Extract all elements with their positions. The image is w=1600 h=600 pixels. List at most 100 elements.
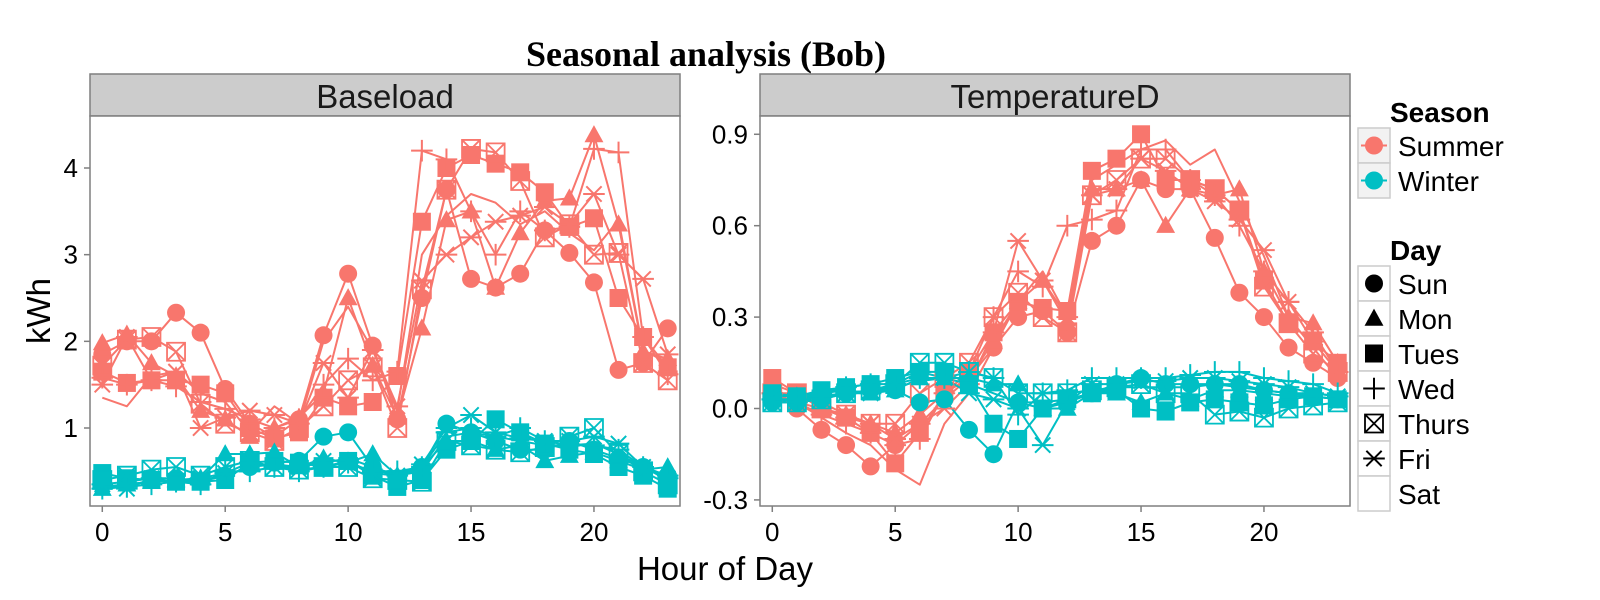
- data-point: [1105, 375, 1128, 393]
- data-point: [461, 435, 481, 456]
- data-point: [166, 341, 186, 362]
- data-point: [958, 384, 980, 402]
- data-point: [884, 430, 907, 448]
- data-point: [1156, 215, 1176, 233]
- x-tick-label: 15: [1127, 517, 1156, 547]
- y-tick-label: 0.3: [712, 302, 748, 332]
- data-point: [239, 422, 260, 443]
- data-point: [1056, 394, 1079, 411]
- data-point: [1081, 186, 1103, 204]
- data-point: [484, 425, 507, 448]
- data-point: [584, 125, 604, 143]
- data-point: [216, 384, 235, 403]
- data-point: [811, 389, 832, 410]
- data-point: [460, 406, 482, 424]
- strip-temperatured-background: [759, 73, 1351, 117]
- data-point: [1205, 228, 1224, 247]
- data-point: [214, 398, 237, 420]
- data-point: [1107, 216, 1126, 235]
- y-tick-label: 3: [64, 240, 78, 270]
- legend-key-sun: [1365, 274, 1383, 293]
- legend-key-summer: [1365, 136, 1383, 155]
- data-point: [486, 439, 506, 457]
- data-point: [116, 328, 138, 346]
- data-point: [339, 423, 358, 442]
- data-point: [583, 138, 605, 160]
- data-point: [1302, 321, 1324, 344]
- data-point: [835, 384, 857, 402]
- data-point: [1081, 208, 1103, 231]
- y-tick-label: 0.6: [712, 211, 748, 241]
- data-point: [314, 326, 333, 345]
- data-point: [884, 375, 907, 393]
- data-point: [436, 179, 457, 200]
- markers-baseload-summer-fri: [91, 185, 679, 437]
- data-point: [656, 469, 679, 487]
- data-point: [1229, 179, 1249, 197]
- x-tick-label: 0: [95, 517, 109, 547]
- data-point: [167, 303, 186, 322]
- markers-baseload-summer-wed: [91, 138, 679, 439]
- data-point: [607, 246, 630, 264]
- data-point: [908, 428, 931, 450]
- data-point: [763, 369, 782, 388]
- data-point: [1254, 396, 1273, 415]
- data-point: [1081, 375, 1103, 393]
- data-point: [886, 454, 905, 473]
- data-point: [1007, 260, 1029, 283]
- data-point: [1033, 399, 1052, 418]
- strip-label-baseload: Baseload: [316, 78, 454, 115]
- legend-label-winter: Winter: [1398, 166, 1479, 197]
- data-point: [1179, 369, 1202, 387]
- data-point: [411, 471, 432, 492]
- x-tick-label: 0: [765, 517, 779, 547]
- data-point: [1203, 192, 1226, 210]
- data-point: [935, 390, 954, 409]
- data-point: [239, 451, 260, 471]
- data-point: [609, 360, 628, 379]
- legend-key-thurs: [1364, 413, 1384, 434]
- data-point: [387, 407, 407, 425]
- data-point: [1031, 436, 1054, 454]
- data-point: [1131, 170, 1151, 188]
- legend-key-fri: [1363, 450, 1385, 467]
- data-point: [1302, 384, 1324, 402]
- data-point: [263, 417, 286, 439]
- data-point: [1203, 369, 1226, 387]
- data-point: [762, 392, 783, 413]
- data-point: [142, 353, 161, 371]
- data-point: [1105, 199, 1128, 222]
- data-point: [885, 413, 906, 434]
- data-point: [1056, 214, 1079, 237]
- data-point: [387, 470, 408, 490]
- data-point: [116, 476, 138, 498]
- series-area: [91, 125, 679, 500]
- data-point: [363, 444, 383, 462]
- data-point: [361, 369, 384, 392]
- data-point: [658, 319, 677, 338]
- data-point: [189, 419, 212, 437]
- data-point: [238, 402, 261, 420]
- data-point: [1279, 338, 1298, 357]
- data-point: [140, 469, 163, 487]
- data-point: [116, 373, 138, 396]
- data-point: [1057, 313, 1077, 331]
- data-point: [214, 460, 237, 483]
- data-point: [609, 289, 628, 307]
- data-point: [165, 375, 187, 398]
- data-point: [761, 391, 784, 408]
- data-point: [533, 432, 556, 450]
- data-point: [608, 444, 629, 464]
- data-point: [314, 427, 333, 446]
- data-point: [1302, 373, 1324, 395]
- panel-temperatured: TemperatureD 0 5 10 15 20 -0.3 0.0 0.3 0.6 0.9: [703, 73, 1351, 547]
- x-tick-label: 15: [457, 517, 486, 547]
- data-point: [486, 154, 505, 173]
- data-point: [337, 451, 359, 474]
- data-point: [460, 200, 482, 223]
- legend-key-tues: [1365, 344, 1383, 363]
- data-point: [1105, 180, 1128, 198]
- data-point: [412, 471, 431, 489]
- data-point: [632, 458, 654, 476]
- data-point: [264, 431, 285, 451]
